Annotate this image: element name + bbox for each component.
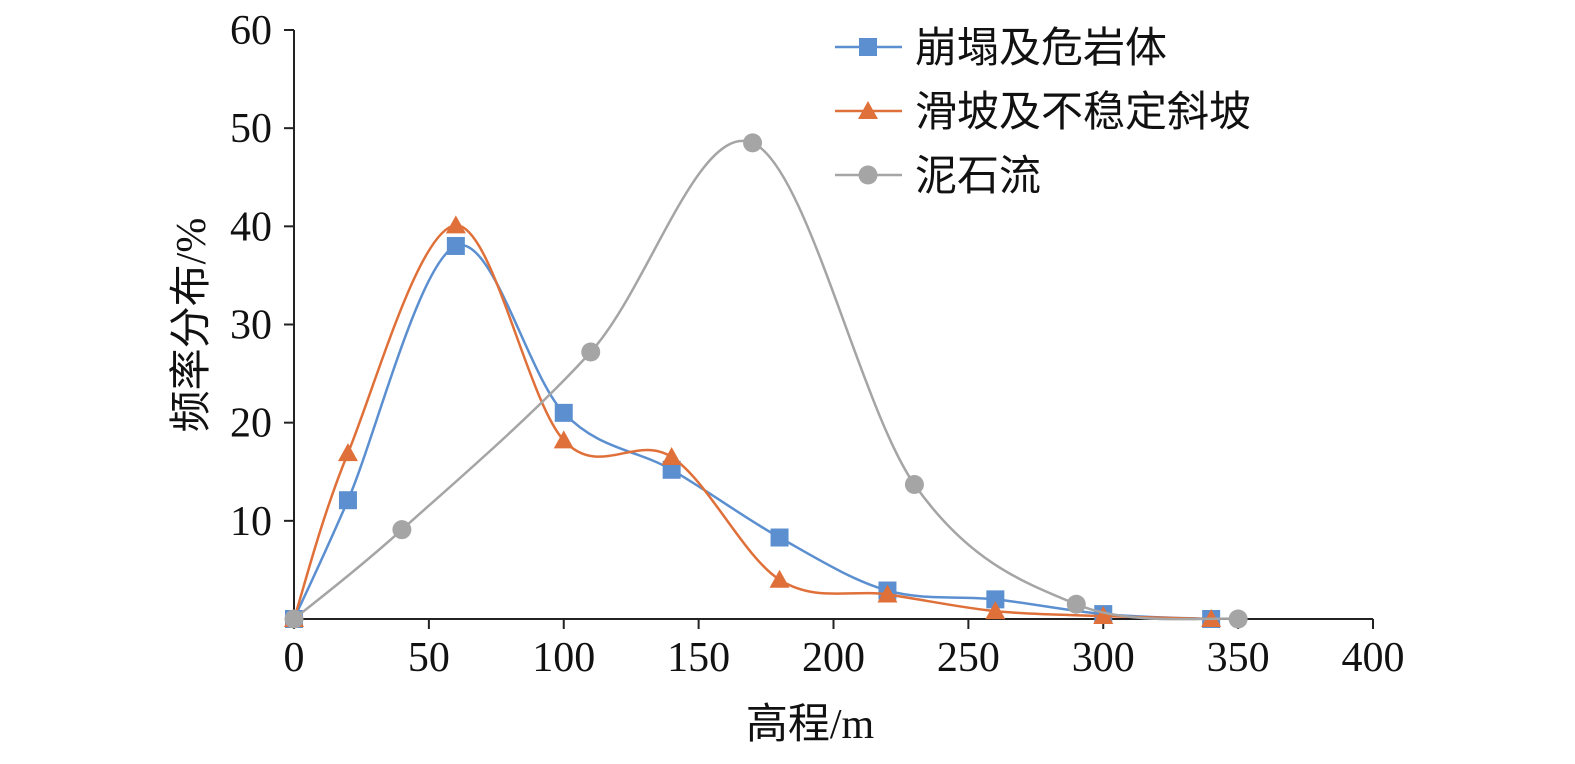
data-point <box>337 443 358 462</box>
series-line <box>292 224 1212 621</box>
legend-marker <box>859 38 877 56</box>
y-tick-label: 30 <box>230 303 272 349</box>
y-tick-label: 50 <box>230 106 272 152</box>
data-point <box>743 133 763 153</box>
data-point <box>1228 609 1248 629</box>
data-point <box>338 491 357 510</box>
data-point <box>392 520 412 540</box>
x-tick-label: 100 <box>532 635 595 681</box>
data-point <box>662 460 681 479</box>
y-axis-label: 频率分布/% <box>168 218 215 433</box>
legend-label: 泥石流 <box>915 154 1041 200</box>
data-point <box>554 403 573 422</box>
x-tick-label: 200 <box>802 635 865 681</box>
data-point <box>877 584 898 603</box>
x-tick-label: 0 <box>284 635 305 681</box>
data-point <box>581 342 601 362</box>
y-tick-label: 60 <box>230 8 272 54</box>
data-point <box>986 590 1005 609</box>
y-tick-label: 10 <box>230 499 272 545</box>
data-point <box>661 447 682 466</box>
data-point <box>904 475 924 495</box>
legend-marker <box>858 101 878 119</box>
series-2 <box>284 215 1222 627</box>
x-tick-label: 150 <box>667 635 730 681</box>
x-axis-label: 高程/m <box>746 702 875 748</box>
series-group <box>284 133 1248 629</box>
x-tick-label: 50 <box>408 635 450 681</box>
y-tick-label: 40 <box>230 204 272 250</box>
data-point <box>284 609 304 629</box>
data-point <box>1093 606 1114 625</box>
data-point <box>769 569 790 588</box>
series-line <box>293 139 1239 621</box>
legend-item: 泥石流 <box>835 154 1041 200</box>
x-tick-label: 250 <box>937 635 1000 681</box>
data-point <box>1066 594 1086 614</box>
legend-marker <box>858 165 878 185</box>
data-point <box>445 215 466 234</box>
legend-label: 滑坡及不稳定斜坡 <box>915 89 1251 136</box>
legend-item: 崩塌及危岩体 <box>835 26 1167 72</box>
x-tick-label: 350 <box>1207 635 1270 681</box>
data-point <box>985 601 1006 620</box>
legend-label: 崩塌及危岩体 <box>915 26 1167 72</box>
axes: 0 50 100 150 200 250 300 350 400 10 20 30 40 50 60 <box>230 8 1405 681</box>
series-1 <box>285 236 1221 628</box>
y-tick-label: 20 <box>230 401 272 447</box>
data-point <box>553 430 574 449</box>
series-3 <box>284 133 1248 629</box>
legend-item: 滑坡及不稳定斜坡 <box>835 89 1251 136</box>
data-point <box>446 236 465 255</box>
x-tick-label: 400 <box>1342 635 1405 681</box>
series-line <box>292 243 1212 621</box>
data-point <box>770 528 789 547</box>
x-tick-label: 300 <box>1072 635 1135 681</box>
